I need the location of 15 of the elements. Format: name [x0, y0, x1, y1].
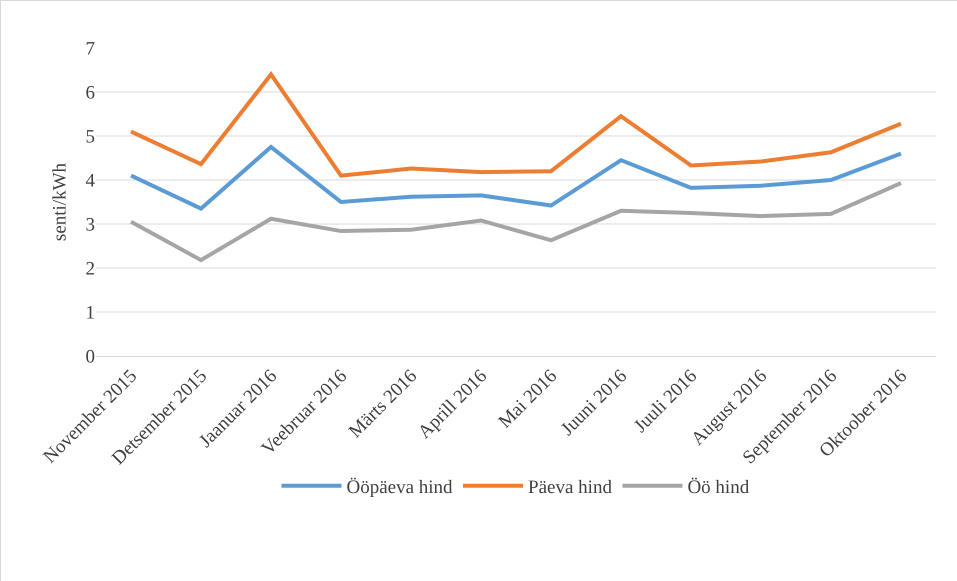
line-series	[129, 72, 903, 178]
legend-label: Ööpäeva hind	[346, 477, 454, 498]
legend-label: Öö hind	[687, 477, 750, 498]
y-tick-label: 2	[86, 258, 95, 280]
line-series	[129, 145, 903, 211]
y-tick-label: 0	[86, 346, 95, 368]
y-axis-title: senti/kWh	[49, 162, 70, 242]
legend-label: Päeva hind	[528, 477, 612, 498]
y-tick-label: 6	[86, 82, 95, 104]
y-tick-label: 3	[86, 214, 95, 236]
line-series	[129, 181, 903, 262]
y-tick-label: 4	[86, 170, 96, 192]
y-tick-label: 5	[86, 126, 95, 148]
y-tick-label: 1	[86, 302, 95, 324]
y-tick-label: 7	[86, 38, 95, 60]
